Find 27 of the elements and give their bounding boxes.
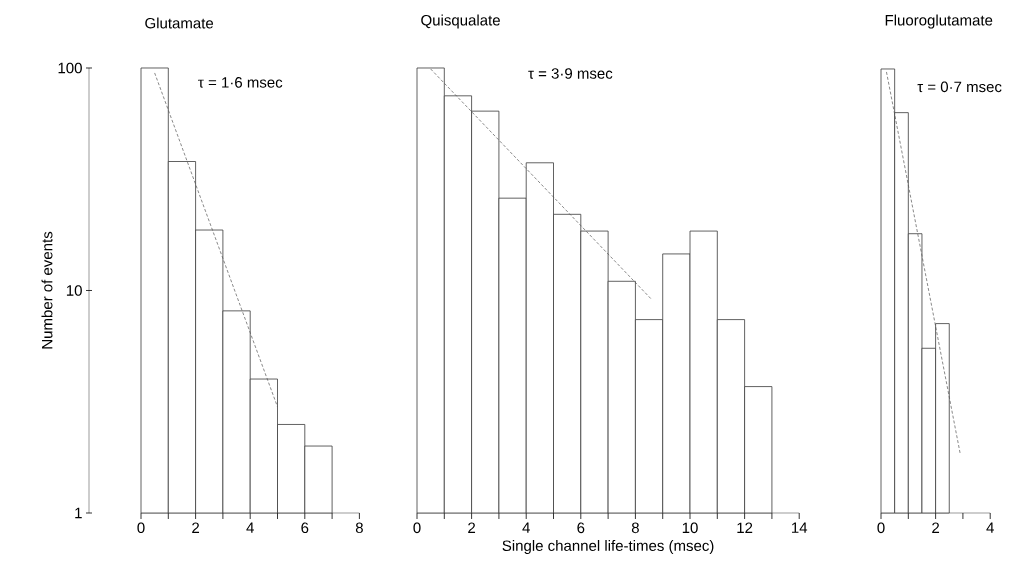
annotation: τ = 0·7 msec [917,81,1002,93]
x-axis-title: Single channel life-times (msec) [502,539,714,554]
chart-title: Quisqualate [421,14,500,29]
x-tick-label: 0 [877,522,885,534]
x-tick-label: 10 [682,522,698,534]
x-tick-label: 0 [137,522,145,534]
x-tick-label: 6 [577,522,585,534]
chart-title: Fluoroglutamate [885,14,993,29]
chart-title: Glutamate [145,17,214,29]
y-tick-label: 100 [58,62,82,74]
x-tick-label: 2 [468,522,476,533]
annotation: τ = 1·6 msec [198,77,283,88]
x-tick-label: 14 [792,522,808,533]
y-tick-label: 1 [75,507,82,519]
x-tick-label: 8 [631,522,639,534]
x-tick-label: 4 [522,522,530,533]
x-tick-label: 4 [246,522,254,533]
x-tick-label: 4 [986,522,994,533]
x-tick-label: 2 [192,522,200,533]
x-tick-label: 6 [301,522,309,534]
x-tick-label: 2 [932,522,940,533]
y-tick-label: 10 [66,285,82,296]
x-tick-label: 0 [413,522,421,534]
y-axis-title: Number of events [41,231,53,349]
x-tick-label: 8 [355,522,363,534]
x-tick-label: 12 [737,522,753,533]
annotation: τ = 3·9 msec [528,68,613,79]
